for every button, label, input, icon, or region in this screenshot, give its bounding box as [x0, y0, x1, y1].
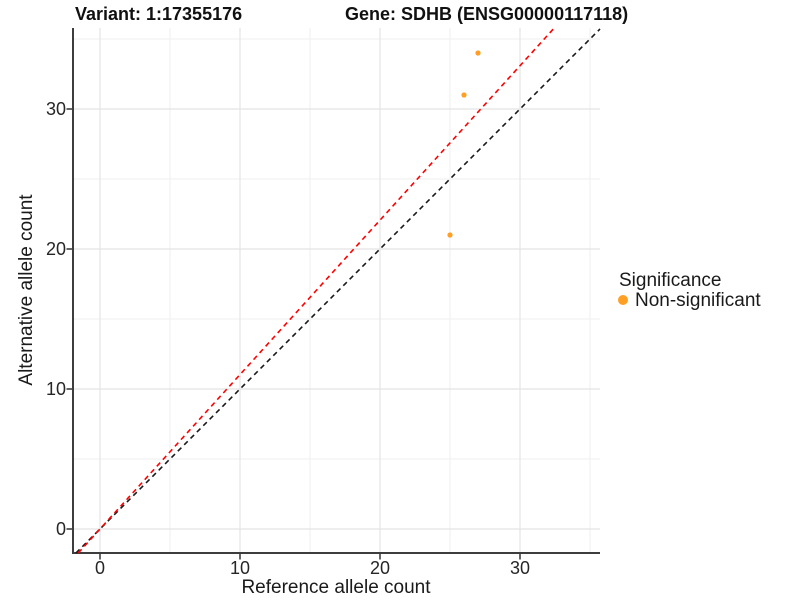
y-tick-label: 0 [55, 519, 66, 539]
gene-title: Gene: SDHB (ENSG00000117118) [345, 4, 629, 24]
x-tick-label: 10 [229, 558, 251, 578]
legend-point-icon [618, 295, 628, 305]
x-axis-title: Reference allele count [241, 577, 431, 598]
x-tick-label: 20 [369, 558, 391, 578]
data-point [447, 232, 453, 238]
y-axis-title: Alternative allele count [16, 194, 37, 386]
x-tick-label: 30 [509, 558, 531, 578]
x-tick-label: 0 [94, 558, 105, 578]
data-point [461, 92, 467, 98]
allelic-ratio-line [77, 27, 555, 554]
y-tick-label: 30 [45, 99, 66, 119]
legend-title: Significance [619, 270, 722, 291]
data-point [475, 50, 481, 56]
identity-line [75, 28, 601, 554]
y-tick-label: 20 [45, 239, 66, 259]
y-tick-label: 10 [45, 379, 66, 399]
variant-title: Variant: 1:17355176 [75, 4, 243, 24]
legend-item-label: Non-significant [635, 290, 761, 311]
